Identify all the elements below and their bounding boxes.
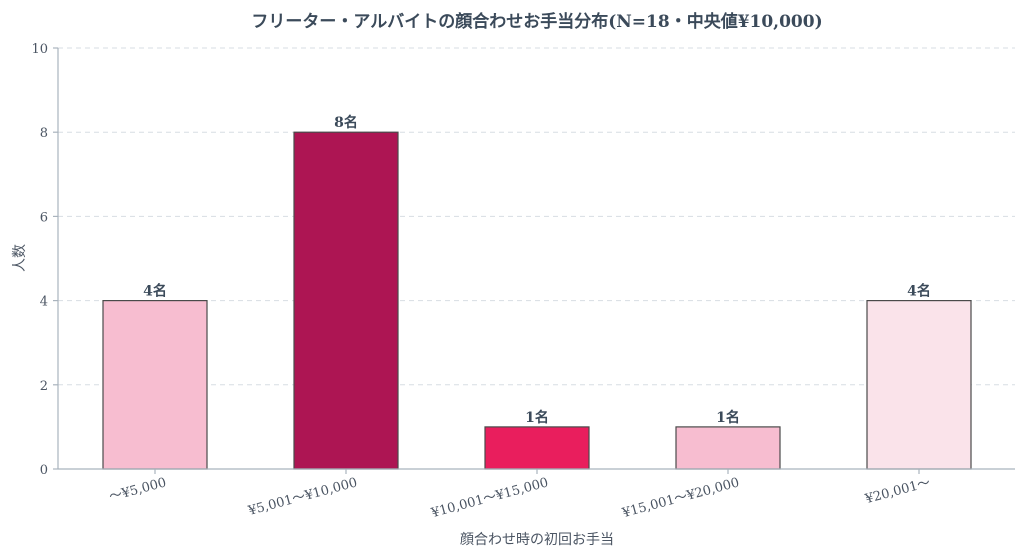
data-label: 8名 [334, 114, 358, 131]
x-tick-label: ¥15,001〜¥20,000 [620, 475, 741, 521]
data-label: 1名 [716, 409, 740, 426]
bar [102, 300, 208, 470]
data-label: 4名 [907, 283, 931, 300]
chart-title: フリーター・アルバイトの顔合わせお手当分布(N=18・中央値¥10,000) [251, 11, 822, 32]
y-tick-label: 4 [40, 295, 48, 310]
y-tick-label: 6 [40, 210, 48, 225]
x-tick-label: ¥20,001〜 [863, 475, 932, 507]
data-labels: 4名 8名 1名 1名 4名 [143, 114, 931, 426]
bars [102, 131, 972, 470]
y-tick-labels: 0 2 4 6 8 10 [31, 42, 58, 478]
y-tick-label: 2 [40, 379, 48, 394]
x-tick-label: ¥5,001〜¥10,000 [246, 475, 359, 519]
data-label: 1名 [525, 409, 549, 426]
y-tick-label: 0 [40, 463, 48, 478]
bar [293, 131, 399, 470]
data-label: 4名 [143, 283, 167, 300]
y-tick-label: 8 [40, 126, 48, 141]
grid-lines [58, 47, 1015, 386]
x-tick-label: 〜¥5,000 [108, 475, 168, 505]
x-axis-label: 顔合わせ時の初回お手当 [460, 531, 614, 548]
y-tick-label: 10 [31, 42, 48, 57]
bar [675, 426, 781, 470]
y-axis-label: 人数 [12, 244, 28, 272]
x-tick-label: ¥10,001〜¥15,000 [429, 475, 550, 521]
bar [484, 426, 590, 470]
bar [866, 300, 972, 470]
x-tick-labels: 〜¥5,000 ¥5,001〜¥10,000 ¥10,001〜¥15,000 ¥15,… [108, 469, 932, 521]
